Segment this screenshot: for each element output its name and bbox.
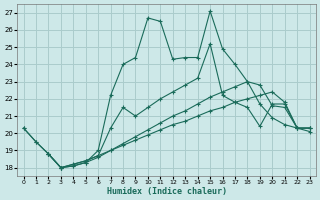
X-axis label: Humidex (Indice chaleur): Humidex (Indice chaleur) — [107, 187, 227, 196]
